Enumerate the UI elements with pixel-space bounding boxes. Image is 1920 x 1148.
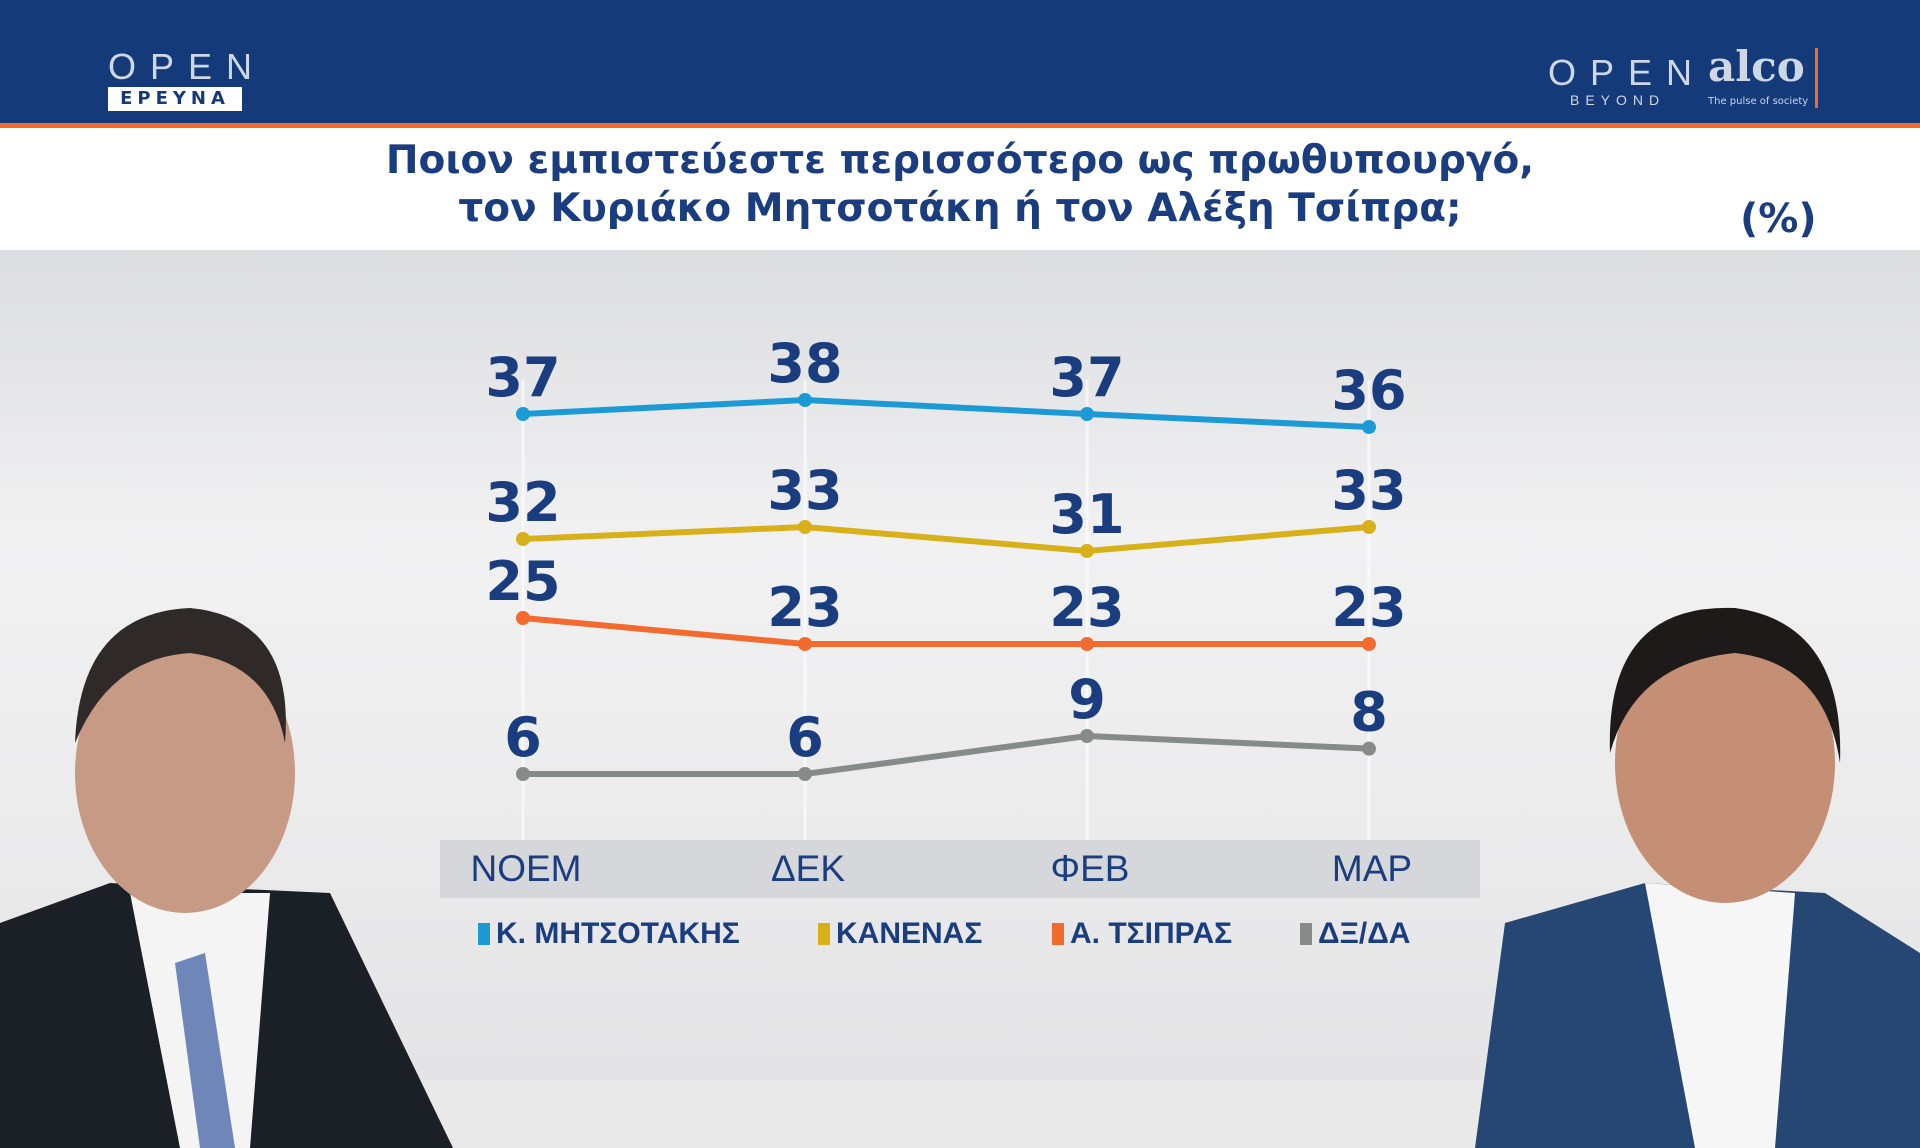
data-point [1362, 637, 1376, 651]
data-point [1080, 729, 1094, 743]
unit-label: (%) [1740, 196, 1817, 242]
title-box: Ποιον εμπιστεύεστε περισσότερο ως πρωθυπ… [0, 128, 1920, 250]
legend-swatch [818, 923, 830, 945]
legend-swatch [478, 923, 490, 945]
legend-swatch [1300, 923, 1312, 945]
legend-label: Α. ΤΣΙΠΡΑΣ [1070, 917, 1233, 950]
x-tick-label: ΔΕΚ [770, 848, 846, 889]
series-line [522, 615, 1369, 647]
data-point [798, 520, 812, 534]
data-label: 23 [1049, 576, 1124, 639]
accent-line [0, 123, 1920, 128]
data-label: 6 [786, 706, 824, 769]
data-point [1080, 544, 1094, 558]
header-bar: OPEN ΕΡΕΥΝΑ OPEN BEYOND alco The pulse o… [0, 0, 1920, 123]
x-axis-band [440, 840, 1480, 898]
open-beyond-logo: OPEN [1548, 52, 1707, 93]
data-point [798, 393, 812, 407]
legend-label: Κ. ΜΗΤΣΟΤΑΚΗΣ [496, 917, 740, 950]
data-point [516, 532, 530, 546]
alco-tagline: The pulse of society [1708, 96, 1809, 107]
data-point [516, 407, 530, 421]
legend-item: Κ. ΜΗΤΣΟΤΑΚΗΣ [478, 917, 740, 951]
series-line [522, 523, 1370, 555]
data-label: 33 [767, 459, 842, 522]
line-chart: 37 38 37 36 32 33 31 33 25 23 23 23 6 6 9 8 [485, 332, 1407, 840]
data-point [798, 767, 812, 781]
data-label: 9 [1068, 668, 1106, 731]
data-label: 6 [504, 706, 542, 769]
data-label: 37 [485, 346, 560, 409]
data-point [1362, 741, 1376, 756]
x-tick-label: ΜΑΡ [1331, 848, 1413, 889]
legend-label: ΔΞ/ΔΑ [1318, 917, 1411, 950]
series-line [522, 396, 1370, 430]
legend-item: Α. ΤΣΙΠΡΑΣ [1052, 917, 1232, 951]
data-label: 8 [1350, 681, 1388, 744]
data-label: 23 [1331, 576, 1406, 639]
series-line [523, 732, 1370, 777]
data-label: 23 [767, 576, 842, 639]
open-erevna-logo-sub: ΕΡΕΥΝΑ [108, 87, 242, 111]
x-tick-label: ΦΕΒ [1050, 848, 1130, 889]
data-point [1080, 407, 1094, 421]
data-point [798, 637, 812, 651]
data-label: 38 [767, 332, 842, 395]
data-point [516, 611, 530, 625]
data-label: 31 [1049, 483, 1124, 546]
data-label: 37 [1049, 346, 1124, 409]
data-point [1080, 637, 1094, 651]
chart-stage [0, 250, 1920, 1148]
data-label: 33 [1331, 459, 1406, 522]
legend-item: ΚΑΝΕΝΑΣ [818, 917, 982, 951]
data-point [1362, 420, 1376, 434]
legend-item: ΔΞ/ΔΑ [1300, 917, 1410, 951]
data-point [516, 767, 530, 781]
chart-title-line2: τον Κυριάκο Μητσοτάκη ή τον Αλέξη Τσίπρα… [458, 186, 1462, 231]
data-label: 32 [485, 471, 560, 534]
chart-title-line1: Ποιον εμπιστεύεστε περισσότερο ως πρωθυπ… [385, 138, 1535, 183]
data-point [1362, 520, 1376, 534]
legend-label: ΚΑΝΕΝΑΣ [836, 917, 983, 950]
legend-swatch [1052, 923, 1064, 945]
divider [1815, 48, 1818, 108]
alco-logo: alco [1708, 42, 1805, 91]
data-label: 25 [485, 550, 560, 613]
x-tick-label: ΝΟΕΜ [470, 848, 582, 889]
data-label: 36 [1331, 359, 1406, 422]
open-erevna-logo: OPEN [108, 46, 267, 87]
open-beyond-logo-sub: BEYOND [1570, 92, 1666, 108]
